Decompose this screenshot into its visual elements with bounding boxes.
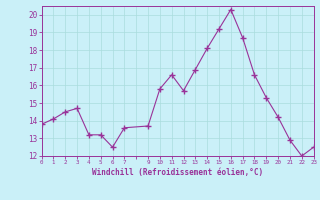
X-axis label: Windchill (Refroidissement éolien,°C): Windchill (Refroidissement éolien,°C) [92, 168, 263, 177]
